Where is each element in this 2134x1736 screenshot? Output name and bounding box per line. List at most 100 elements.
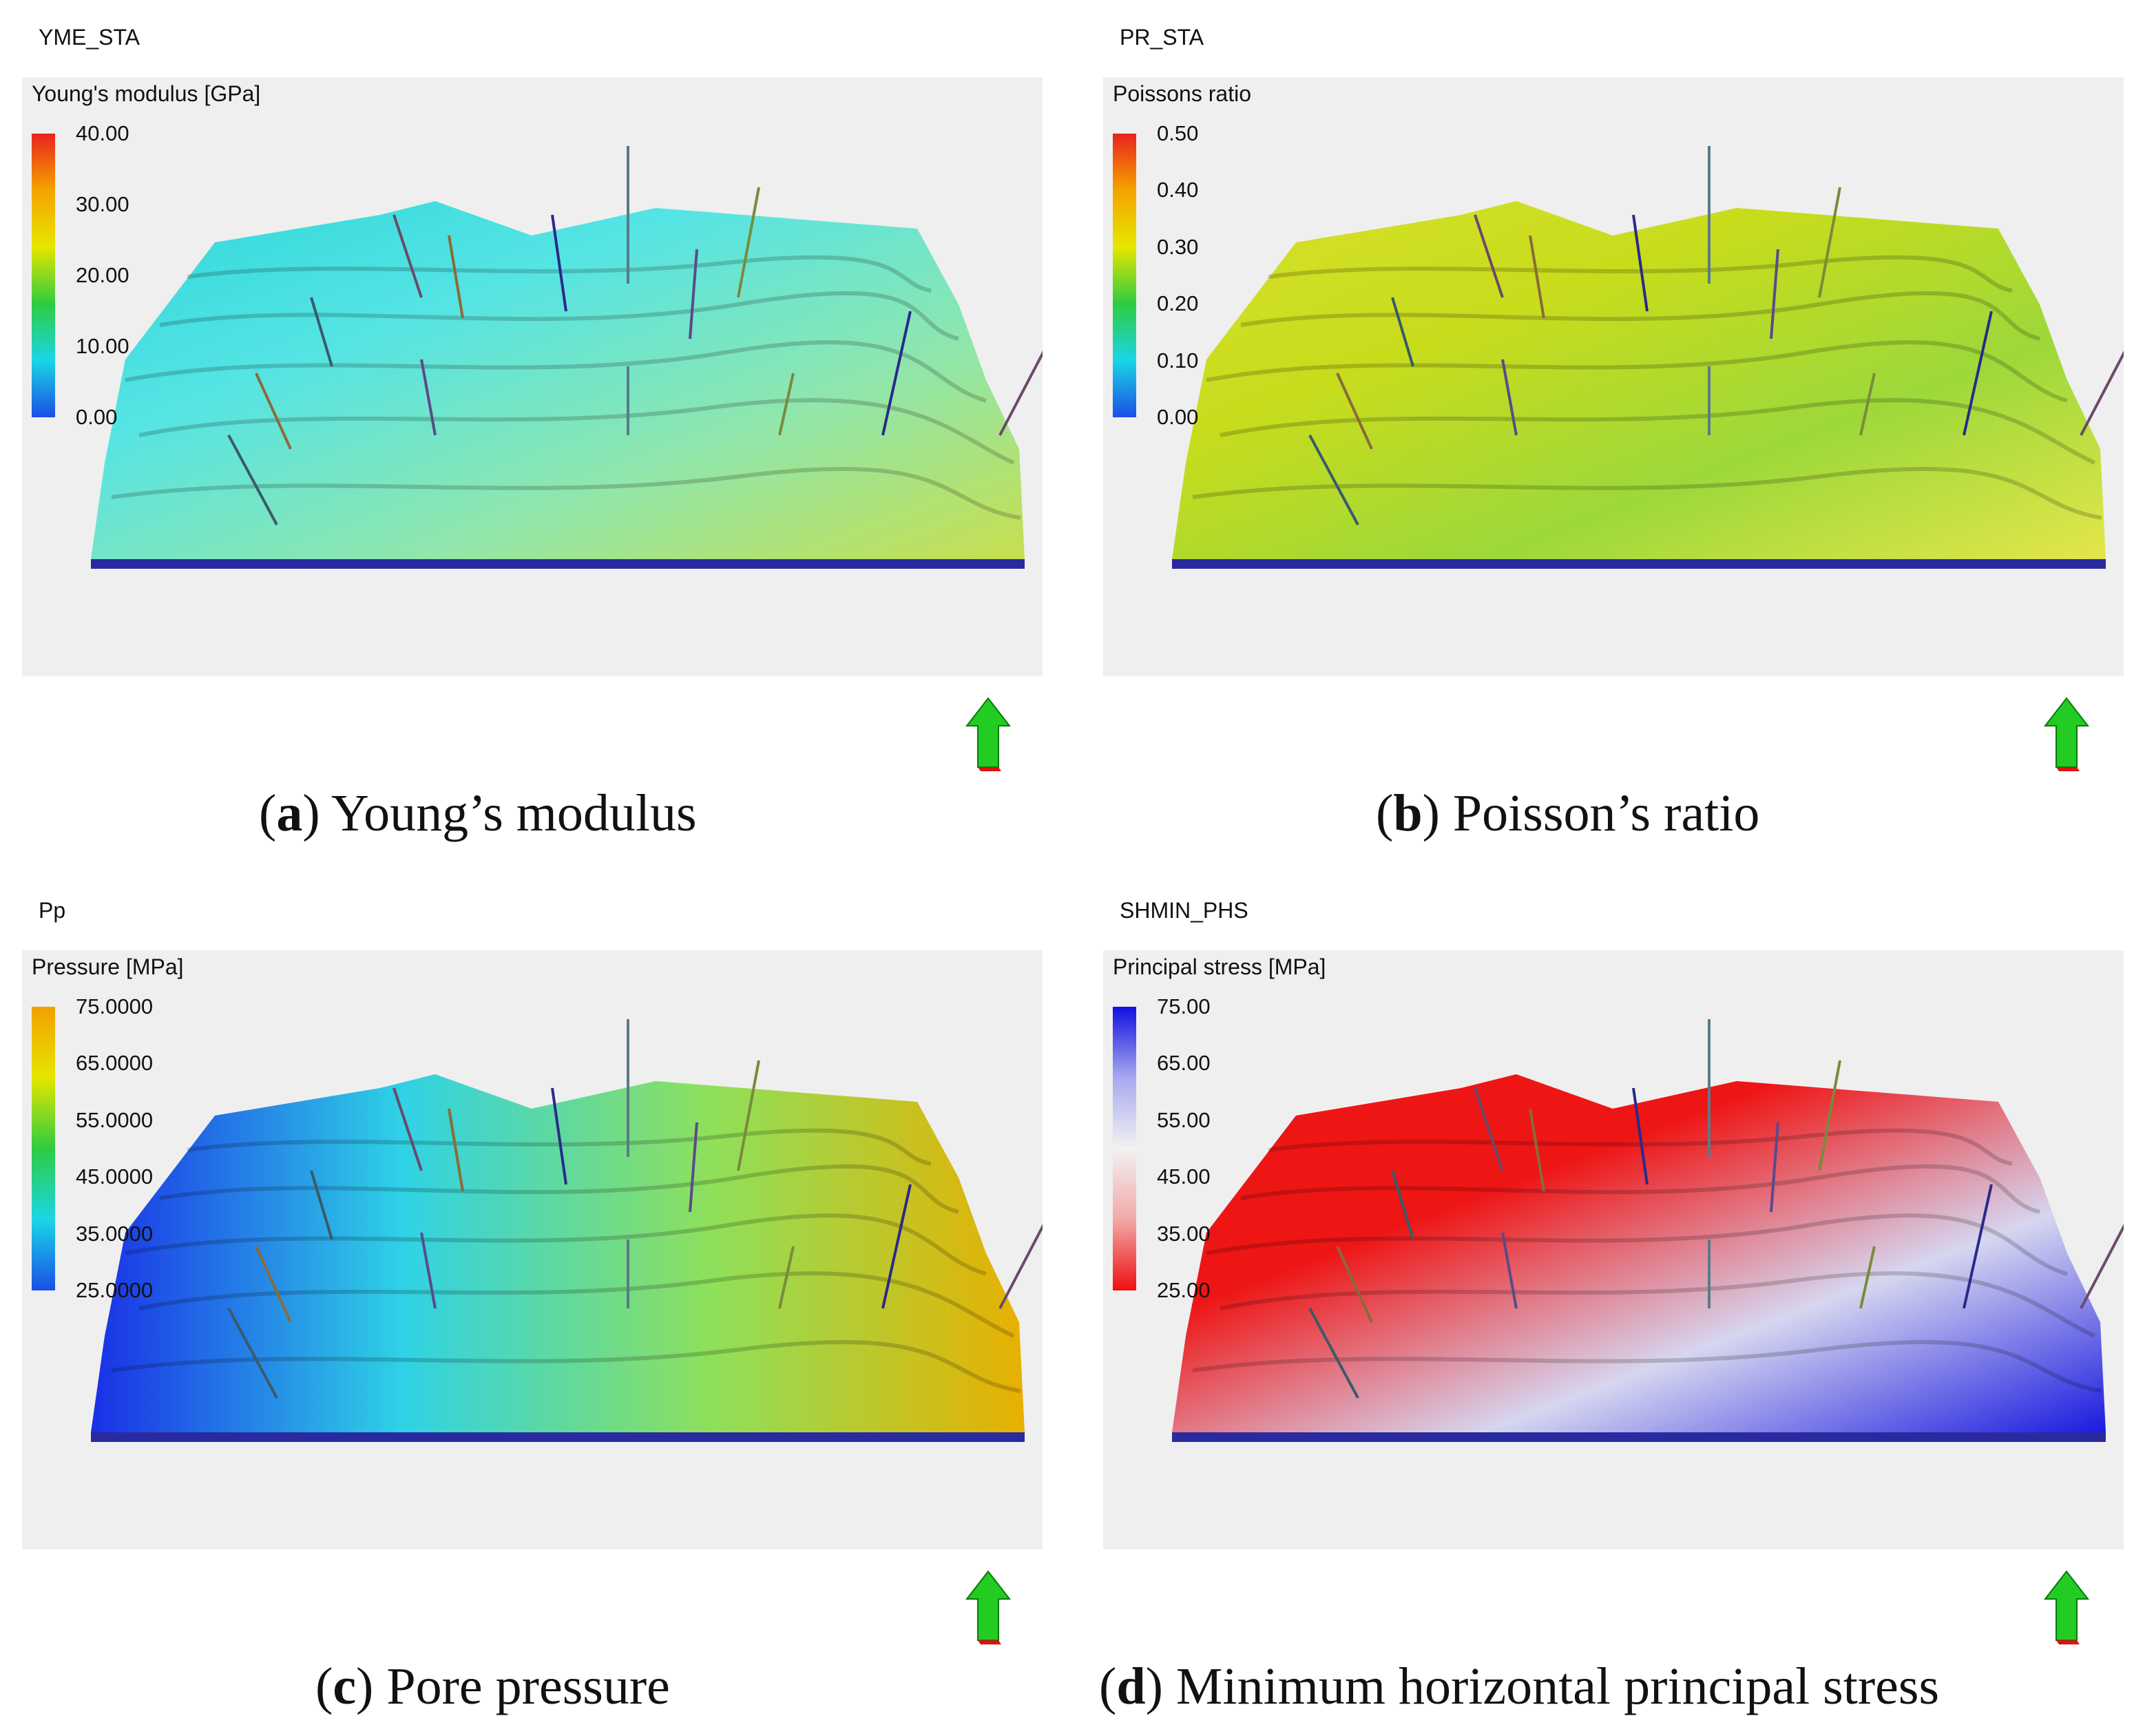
terrain-ridge bbox=[125, 340, 987, 403]
panel-b: PR_STA Poissons ratio 0.50 0.40 0.30 0.20 0.… bbox=[1100, 0, 2134, 771]
terrain-ridge bbox=[111, 1339, 1021, 1393]
legend-tick-label: 35.00 bbox=[1157, 1221, 1211, 1246]
well-trajectory bbox=[1336, 373, 1373, 450]
well-trajectory bbox=[1818, 1060, 1841, 1171]
3d-viewport[interactable]: Principal stress [MPa] 75.00 65.00 55.00 45… bbox=[1103, 950, 2124, 1549]
well-trajectory bbox=[737, 1060, 760, 1171]
north-arrow-icon bbox=[2043, 1570, 2090, 1644]
well-trajectory bbox=[881, 1184, 912, 1309]
terrain-ridge bbox=[1268, 255, 2013, 293]
legend-title: Poissons ratio bbox=[1113, 81, 1251, 106]
panel-a: YME_STA Young's modulus [GPa] 40.00 30.00… bbox=[19, 0, 1066, 771]
legend-tick-label: 25.00 bbox=[1157, 1278, 1211, 1302]
well-trajectory bbox=[1963, 311, 1993, 436]
panel-d: SHMIN_PHS Principal stress [MPa] 75.00 65… bbox=[1100, 873, 2134, 1644]
legend-tick-label: 0.00 bbox=[76, 405, 118, 429]
caption-text: Minimum horizontal principal stress bbox=[1175, 1657, 1940, 1715]
terrain-surface bbox=[91, 1019, 1043, 1442]
legend-tick-label: 65.0000 bbox=[76, 1051, 154, 1076]
terrain-surface bbox=[1172, 1019, 2124, 1442]
terrain-ridge bbox=[1192, 466, 2102, 520]
well-trajectory bbox=[420, 359, 437, 436]
well-trajectory bbox=[310, 1170, 333, 1240]
3d-viewport[interactable]: Pressure [MPa] 75.0000 65.0000 55.0000 45.0… bbox=[22, 950, 1043, 1549]
caption-letter: c bbox=[333, 1657, 357, 1715]
terrain-ridge bbox=[138, 1271, 1015, 1338]
well-trajectory bbox=[1391, 1170, 1414, 1240]
well-trajectory bbox=[1501, 359, 1518, 436]
legend-tick-label: 75.0000 bbox=[76, 994, 154, 1018]
terrain-surface bbox=[1172, 146, 2124, 569]
caption-text: Poisson’s ratio bbox=[1452, 784, 1760, 842]
well-trajectory bbox=[551, 1087, 567, 1185]
well-trajectory bbox=[393, 214, 423, 298]
well-trajectory bbox=[1632, 214, 1649, 312]
terrain-mesh bbox=[91, 1074, 1025, 1432]
legend-tick-label: 0.50 bbox=[1157, 121, 1199, 145]
legend-tick-label: 35.0000 bbox=[76, 1221, 154, 1246]
property-name: Pp bbox=[39, 898, 66, 923]
legend-title: Young's modulus [GPa] bbox=[32, 81, 261, 106]
caption-text: Pore pressure bbox=[386, 1657, 670, 1715]
well-trajectory bbox=[2080, 1224, 2124, 1309]
terrain-base bbox=[91, 1432, 1025, 1442]
caption-a: (a) Young’s modulus bbox=[259, 784, 697, 842]
terrain-ridge bbox=[1240, 1164, 2040, 1214]
legend-tick-label: 0.10 bbox=[1157, 348, 1199, 373]
caption-letter: a bbox=[276, 784, 303, 842]
well-trajectory bbox=[255, 1246, 292, 1323]
north-arrow-icon bbox=[965, 1570, 1012, 1644]
terrain-ridge bbox=[187, 1128, 932, 1166]
north-arrow-icon bbox=[965, 697, 1012, 771]
well-trajectory bbox=[420, 1232, 437, 1309]
terrain-ridge bbox=[138, 398, 1015, 465]
caption-letter: b bbox=[1393, 784, 1423, 842]
terrain-ridge bbox=[111, 466, 1021, 520]
well-trajectory bbox=[1308, 435, 1359, 525]
well-trajectory bbox=[1859, 373, 1876, 436]
property-name: SHMIN_PHS bbox=[1120, 898, 1248, 923]
legend-tick-label: 55.0000 bbox=[76, 1107, 154, 1132]
well-trajectory bbox=[1336, 1246, 1373, 1323]
color-legend-bar bbox=[32, 1007, 55, 1290]
terrain-ridge bbox=[1240, 291, 2040, 341]
well-trajectory bbox=[1859, 1246, 1876, 1309]
well-trajectory bbox=[551, 214, 567, 312]
legend-tick-label: 75.00 bbox=[1157, 994, 1211, 1018]
well-trajectory bbox=[998, 1224, 1043, 1309]
well-trajectory bbox=[1474, 1087, 1504, 1171]
3d-viewport[interactable]: Young's modulus [GPa] 40.00 30.00 20.00 10.… bbox=[22, 77, 1043, 676]
caption-c: (c) Pore pressure bbox=[315, 1657, 670, 1715]
well-trajectory bbox=[2080, 351, 2124, 436]
3d-viewport[interactable]: Poissons ratio 0.50 0.40 0.30 0.20 0.10 0.00 bbox=[1103, 77, 2124, 676]
property-name: YME_STA bbox=[39, 25, 140, 50]
legend-tick-label: 0.00 bbox=[1157, 405, 1199, 429]
color-legend-bar bbox=[32, 134, 55, 417]
well-trajectory bbox=[881, 311, 912, 436]
well-trajectory bbox=[737, 187, 760, 298]
legend-tick-label: 45.0000 bbox=[76, 1164, 154, 1189]
well-trajectory bbox=[1632, 1087, 1649, 1185]
well-trajectory bbox=[227, 1308, 278, 1399]
terrain-base bbox=[1172, 1432, 2106, 1442]
legend-tick-label: 20.00 bbox=[76, 263, 129, 287]
well-trajectory bbox=[393, 1087, 423, 1171]
well-trajectory bbox=[310, 297, 333, 367]
well-trajectory bbox=[1770, 249, 1779, 339]
terrain-ridge bbox=[1220, 398, 2096, 465]
well-trajectory bbox=[998, 351, 1043, 436]
well-trajectory bbox=[1818, 187, 1841, 298]
well-trajectory bbox=[1963, 1184, 1993, 1309]
legend-tick-label: 65.00 bbox=[1157, 1051, 1211, 1076]
terrain-surface bbox=[91, 146, 1043, 569]
terrain-mesh bbox=[91, 201, 1025, 559]
legend-tick-label: 25.0000 bbox=[76, 1278, 154, 1302]
legend-tick-label: 45.00 bbox=[1157, 1164, 1211, 1189]
well-trajectory bbox=[1529, 1108, 1545, 1192]
caption-letter: d bbox=[1116, 1657, 1146, 1715]
terrain-base bbox=[91, 559, 1025, 569]
well-trajectory bbox=[778, 1246, 795, 1309]
north-arrow-icon bbox=[2043, 697, 2090, 771]
legend-tick-label: 40.00 bbox=[76, 121, 129, 145]
legend-tick-label: 30.00 bbox=[76, 192, 129, 216]
